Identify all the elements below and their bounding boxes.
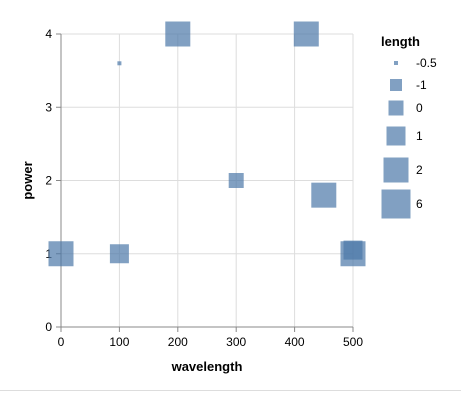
- data-points: [48, 21, 366, 267]
- legend: length -0.5 -1 0 1 2 6: [381, 34, 437, 219]
- x-tick-label: 300: [226, 335, 246, 349]
- legend-symbol: [386, 126, 406, 146]
- scatter-chart: 0 100 200 300 400 500 0 1 2 3 4 wavelength power l…: [20, 21, 437, 374]
- data-point: [109, 244, 129, 264]
- legend-label: 6: [416, 197, 423, 211]
- y-tick-label: 0: [45, 320, 52, 334]
- legend-title: length: [381, 34, 420, 49]
- data-point: [48, 241, 74, 267]
- x-tick-label: 0: [58, 335, 65, 349]
- legend-label: 1: [416, 129, 423, 143]
- data-point: [293, 21, 319, 47]
- x-tick-label: 500: [343, 335, 363, 349]
- x-tick-label: 100: [109, 335, 129, 349]
- y-tick-label: 2: [45, 174, 52, 188]
- data-point: [117, 61, 122, 66]
- legend-symbol: [388, 100, 404, 116]
- legend-symbol: [383, 157, 409, 183]
- legend-symbol: [394, 61, 398, 65]
- y-tick-label: 4: [45, 27, 52, 41]
- legend-label: -0.5: [416, 56, 437, 70]
- legend-symbol: [390, 79, 402, 91]
- data-point: [228, 173, 244, 188]
- x-tick-label: 200: [168, 335, 188, 349]
- x-axis-title: wavelength: [171, 359, 243, 374]
- legend-symbol: [381, 189, 411, 219]
- y-axis-title: power: [20, 161, 35, 199]
- x-tick-label: 400: [285, 335, 305, 349]
- legend-label: 2: [416, 163, 423, 177]
- data-point: [311, 182, 337, 208]
- data-point: [340, 241, 366, 267]
- y-tick-label: 3: [45, 100, 52, 114]
- legend-label: -1: [416, 78, 427, 92]
- data-point: [165, 21, 191, 47]
- grid: [60, 33, 354, 328]
- legend-label: 0: [416, 101, 423, 115]
- divider: [0, 390, 461, 391]
